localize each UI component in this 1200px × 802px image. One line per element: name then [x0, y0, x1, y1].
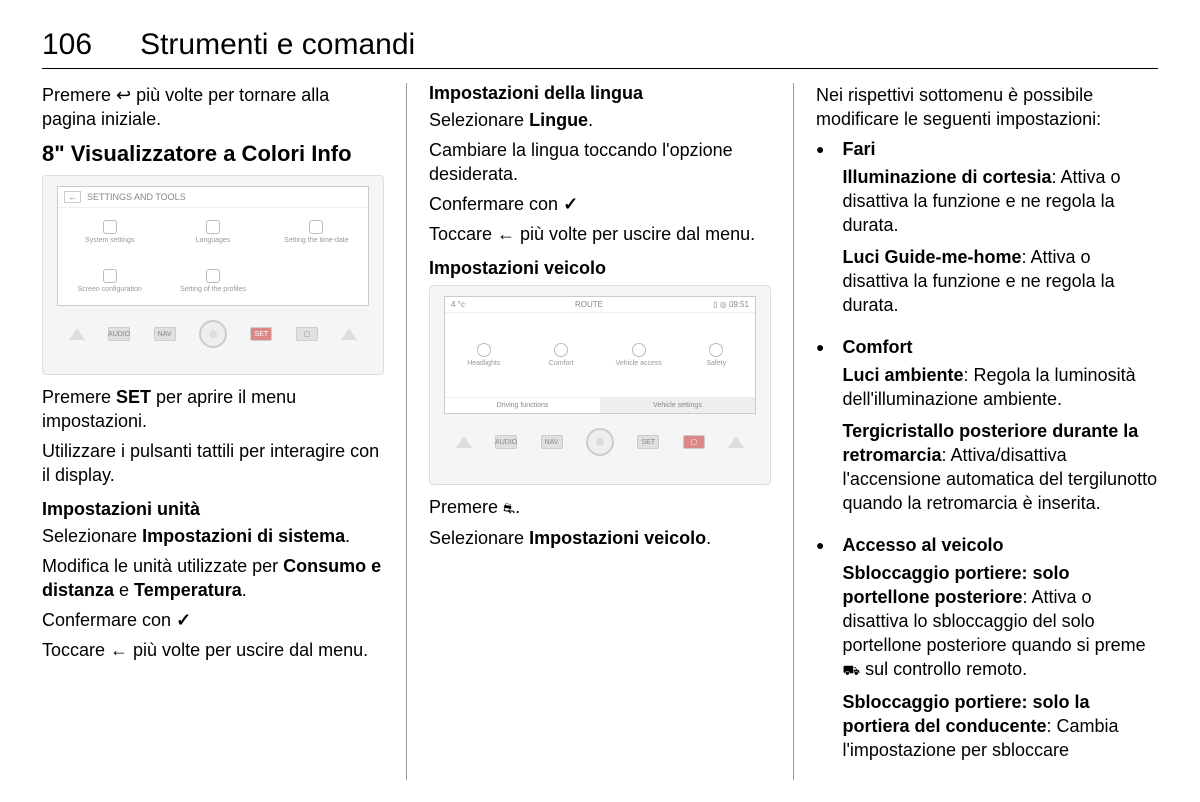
- settings-list: Fari Illuminazione di cortesia: Attiva o…: [816, 137, 1158, 770]
- col2-h3-lang: Impostazioni della lingua: [429, 83, 771, 104]
- display-illustration-1: ← SETTINGS AND TOOLS System settings Lan…: [42, 175, 384, 375]
- access-icon: [632, 343, 646, 357]
- car-key-icon: ⛟: [842, 662, 860, 678]
- back-icon: ↩: [116, 83, 131, 107]
- profile-icon: [206, 269, 220, 283]
- arrow-left-icon: ←: [110, 640, 128, 660]
- page-header: 106 Strumenti e comandi: [42, 28, 1158, 69]
- knob-icon: [199, 320, 227, 348]
- clock-icon: [309, 220, 323, 234]
- comfort-icon: [554, 343, 568, 357]
- col1-h3-units: Impostazioni unità: [42, 499, 384, 520]
- list-item-fari: Fari Illuminazione di cortesia: Attiva o…: [816, 137, 1158, 325]
- col1-p3: Utilizzare i pulsanti tattili per intera…: [42, 439, 384, 487]
- list-item-accesso: Accesso al veicolo Sbloccaggio portiere:…: [816, 533, 1158, 770]
- gear-icon: [103, 220, 117, 234]
- arrow-left-icon: ←: [497, 224, 515, 244]
- column-3: Nei rispettivi sottomenu è possibile mod…: [816, 83, 1158, 780]
- list-item-comfort: Comfort Luci ambiente: Regola la luminos…: [816, 335, 1158, 523]
- col3-intro: Nei rispettivi sottomenu è possibile mod…: [816, 83, 1158, 131]
- column-1: Premere ↩ più volte per tornare alla pag…: [42, 83, 407, 780]
- section-title: Strumenti e comandi: [140, 28, 415, 62]
- col1-p2: Premere SET per aprire il menu impostazi…: [42, 385, 384, 433]
- check-icon: ✓: [563, 194, 578, 214]
- col2-h3-vehicle: Impostazioni veicolo: [429, 258, 771, 279]
- back-arrow-icon: ←: [64, 191, 81, 203]
- car-icon: ⛐: [503, 500, 515, 516]
- columns: Premere ↩ più volte per tornare alla pag…: [42, 83, 1158, 780]
- safety-icon: [709, 343, 723, 357]
- headlight-icon: [477, 343, 491, 357]
- check-icon: ✓: [176, 610, 191, 630]
- display-illustration-2: 4 °c ROUTE ▯ ◎ 09:51 Headlights Comfort …: [429, 285, 771, 485]
- page-number: 106: [42, 28, 92, 62]
- col1-heading: 8" Visualizzatore a Colori Info: [42, 141, 384, 167]
- knob-icon: [586, 428, 614, 456]
- screen-icon: [103, 269, 117, 283]
- column-2: Impostazioni della lingua Selezionare Li…: [429, 83, 794, 780]
- hazard-icon: [69, 328, 85, 340]
- cloud-icon: [206, 220, 220, 234]
- col1-p1: Premere ↩ più volte per tornare alla pag…: [42, 83, 384, 131]
